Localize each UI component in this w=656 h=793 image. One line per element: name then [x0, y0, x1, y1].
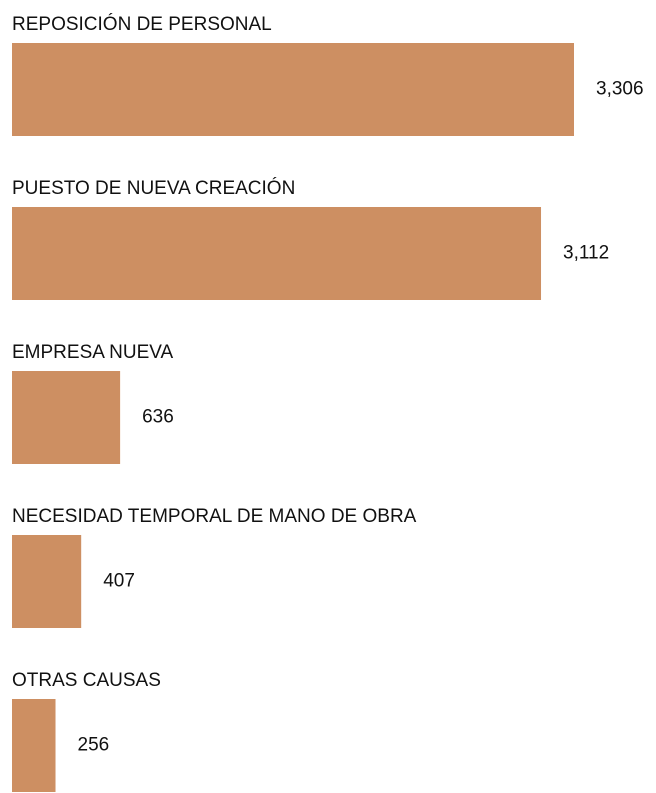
category-label: EMPRESA NUEVA — [12, 342, 174, 363]
bar — [12, 371, 121, 464]
value-label: 3,112 — [563, 243, 609, 264]
bar — [12, 699, 56, 792]
category-label: OTRAS CAUSAS — [12, 670, 161, 691]
bar — [12, 207, 542, 300]
category-label: PUESTO DE NUEVA CREACIÓN — [12, 177, 295, 199]
category-label: REPOSICIÓN DE PERSONAL — [12, 13, 272, 35]
value-label: 407 — [103, 571, 135, 592]
value-label: 636 — [142, 407, 174, 428]
category-label: NECESIDAD TEMPORAL DE MANO DE OBRA — [12, 506, 417, 527]
bar — [12, 43, 574, 136]
value-label: 256 — [78, 735, 110, 756]
bar — [12, 535, 82, 628]
value-label: 3,306 — [596, 79, 644, 100]
